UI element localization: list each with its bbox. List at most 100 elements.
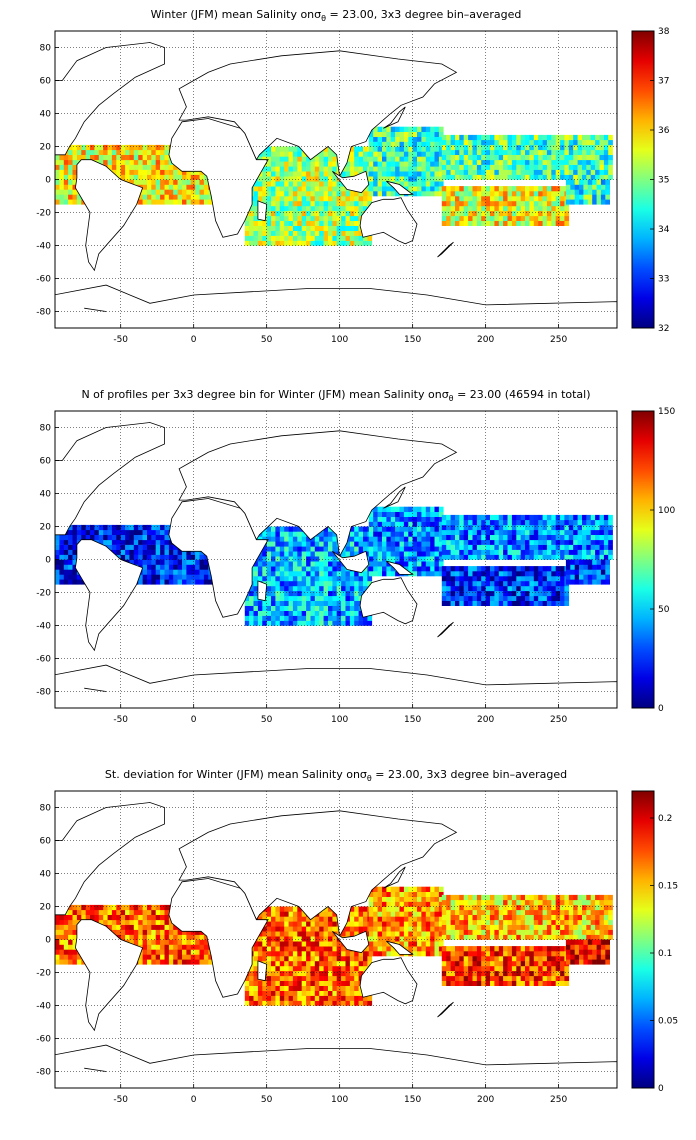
data-cell: [529, 149, 535, 155]
data-cell: [564, 210, 570, 217]
data-cell: [438, 541, 444, 547]
data-cell: [55, 184, 60, 190]
data-cell: [434, 571, 440, 577]
data-cell: [434, 161, 440, 167]
colorbar-tick-label: 100: [658, 506, 675, 516]
data-cell: [450, 134, 456, 141]
data-cell: [490, 159, 495, 165]
x-tick-label: 100: [331, 715, 348, 725]
data-cell: [173, 544, 178, 550]
data-cell: [608, 174, 613, 180]
data-cell: [332, 186, 338, 192]
data-cell: [301, 1000, 307, 1006]
data-cell: [421, 166, 427, 172]
data-cell: [377, 516, 383, 522]
data-cell: [574, 189, 580, 195]
data-cell: [151, 564, 156, 570]
data-cell: [570, 579, 575, 585]
data-cell: [565, 199, 571, 205]
data-cell: [142, 144, 148, 151]
data-cell: [63, 159, 69, 165]
data-cell: [373, 941, 378, 947]
data-cell: [476, 215, 482, 221]
data-cell: [520, 205, 526, 212]
data-cell: [292, 906, 298, 912]
data-cell: [310, 215, 316, 221]
data-cell: [520, 196, 526, 202]
data-cell: [345, 541, 351, 547]
data-cell: [555, 191, 561, 197]
data-cell: [590, 544, 596, 550]
data-cell: [328, 615, 333, 621]
data-cell: [421, 136, 427, 142]
data-cell: [546, 215, 552, 221]
data-cell: [560, 519, 565, 526]
data-cell: [438, 536, 444, 542]
data-cell: [182, 939, 187, 945]
data-cell: [328, 951, 333, 957]
data-cell: [271, 571, 276, 577]
data-cell: [546, 139, 552, 146]
data-cell: [542, 154, 548, 161]
data-cell: [525, 566, 530, 572]
data-cell: [345, 956, 351, 962]
data-cell: [525, 549, 530, 555]
data-cell: [434, 126, 440, 132]
data-cell: [573, 519, 578, 526]
data-cell: [266, 531, 272, 537]
data-cell: [386, 131, 392, 137]
data-cell: [76, 914, 82, 921]
data-cell: [430, 141, 435, 147]
data-cell: [582, 524, 587, 531]
data-cell: [490, 215, 495, 221]
data-cell: [306, 546, 311, 552]
data-cell: [367, 620, 373, 626]
data-cell: [582, 164, 587, 170]
data-cell: [94, 154, 100, 161]
data-cell: [354, 965, 359, 972]
data-cell: [262, 546, 267, 552]
data-cell: [511, 595, 517, 601]
colorbar-tick-label: 150: [658, 407, 675, 417]
data-cell: [529, 549, 535, 555]
data-cell: [203, 199, 209, 205]
data-cell: [516, 134, 521, 141]
data-cell: [373, 506, 378, 512]
data-cell: [133, 144, 139, 151]
data-cell: [354, 600, 359, 606]
data-cell: [417, 506, 422, 512]
data-cell: [319, 186, 324, 192]
data-cell: [81, 524, 86, 531]
data-cell: [377, 916, 383, 922]
data-cell: [319, 605, 324, 611]
data-cell: [266, 921, 272, 927]
data-cell: [538, 134, 543, 141]
data-cell: [328, 571, 333, 577]
data-cell: [85, 534, 91, 541]
data-cell: [319, 171, 324, 177]
profile-count-chart: N of profiles per 3x3 degree bin for Win…: [36, 388, 675, 725]
data-cell: [310, 210, 316, 217]
data-cell: [288, 1000, 294, 1006]
data-cell: [306, 580, 311, 587]
data-cell: [262, 196, 267, 202]
data-cell: [301, 176, 307, 182]
data-cell: [332, 561, 338, 567]
data-cell: [323, 186, 329, 192]
data-cell: [151, 559, 156, 565]
data-cell: [533, 539, 539, 545]
data-cell: [417, 571, 422, 577]
data-cell: [301, 615, 307, 621]
y-tick-label: -40: [36, 242, 51, 252]
data-cell: [160, 164, 165, 170]
data-cell: [455, 519, 460, 526]
data-cell: [345, 546, 351, 552]
data-cell: [275, 215, 281, 221]
data-cell: [125, 914, 130, 921]
data-cell: [341, 946, 346, 952]
data-cell: [498, 529, 504, 535]
data-cell: [271, 200, 276, 207]
data-cell: [332, 605, 338, 611]
data-cell: [498, 196, 504, 202]
data-cell: [72, 954, 78, 960]
